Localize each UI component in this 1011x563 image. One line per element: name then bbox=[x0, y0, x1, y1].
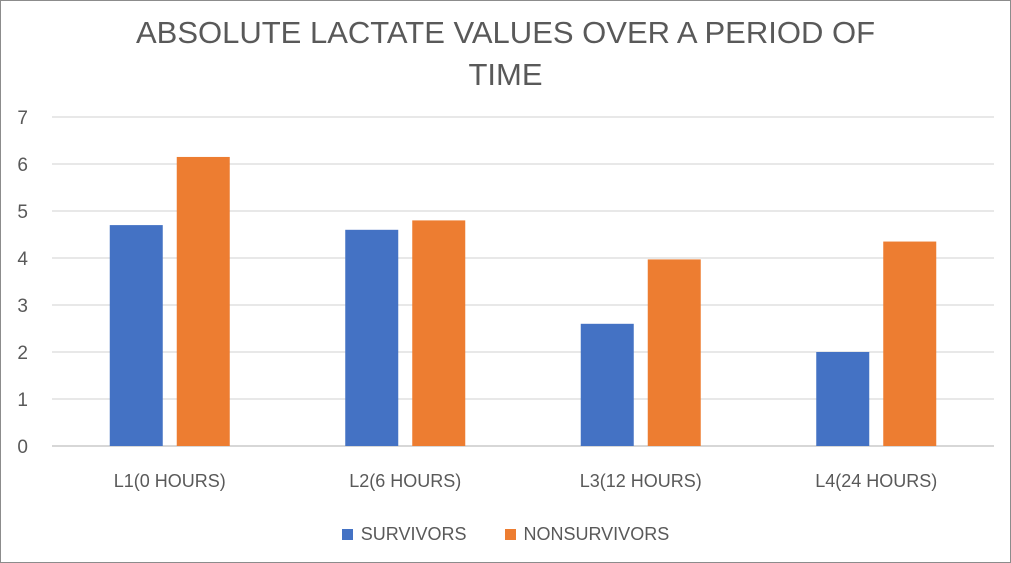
y-tick-label: 0 bbox=[17, 437, 28, 458]
y-tick-label: 5 bbox=[17, 202, 28, 223]
x-tick-label: L4(24 HOURS) bbox=[815, 471, 937, 491]
bar-survivors-2 bbox=[345, 229, 399, 446]
y-tick-label: 3 bbox=[17, 296, 28, 317]
y-tick-label: 4 bbox=[17, 249, 28, 270]
x-tick-label: L1(0 HOURS) bbox=[114, 471, 226, 491]
chart-title: ABSOLUTE LACTATE VALUES OVER A PERIOD OF… bbox=[0, 12, 1011, 96]
bar-survivors-4 bbox=[816, 352, 870, 446]
bar-nonsurvivors-4 bbox=[883, 241, 937, 446]
y-tick-label: 2 bbox=[17, 343, 28, 364]
bar-survivors-3 bbox=[580, 323, 634, 446]
chart-title-line-1: ABSOLUTE LACTATE VALUES OVER A PERIOD OF bbox=[135, 15, 876, 50]
bar-survivors-1 bbox=[109, 225, 163, 446]
bar-nonsurvivors-2 bbox=[412, 220, 466, 446]
legend-label-survivors: SURVIVORS bbox=[360, 524, 467, 544]
x-tick-label: L3(12 HOURS) bbox=[580, 471, 702, 491]
legend-swatch-survivors bbox=[341, 529, 353, 540]
bar-nonsurvivors-3 bbox=[647, 259, 701, 446]
legend-item-nonsurvivors: NONSURVIVORS bbox=[504, 524, 670, 545]
y-tick-label: 7 bbox=[17, 108, 28, 129]
x-tick-label: L2(6 HOURS) bbox=[349, 471, 461, 491]
legend-item-survivors: SURVIVORS bbox=[341, 524, 467, 545]
y-tick-label: 6 bbox=[17, 155, 28, 176]
y-tick-label: 1 bbox=[17, 390, 28, 411]
chart-title-line-2: TIME bbox=[468, 57, 543, 92]
bar-nonsurvivors-1 bbox=[176, 156, 230, 446]
legend-label-nonsurvivors: NONSURVIVORS bbox=[523, 524, 670, 544]
legend: SURVIVORS NONSURVIVORS bbox=[0, 524, 1011, 545]
legend-swatch-nonsurvivors bbox=[504, 529, 516, 540]
